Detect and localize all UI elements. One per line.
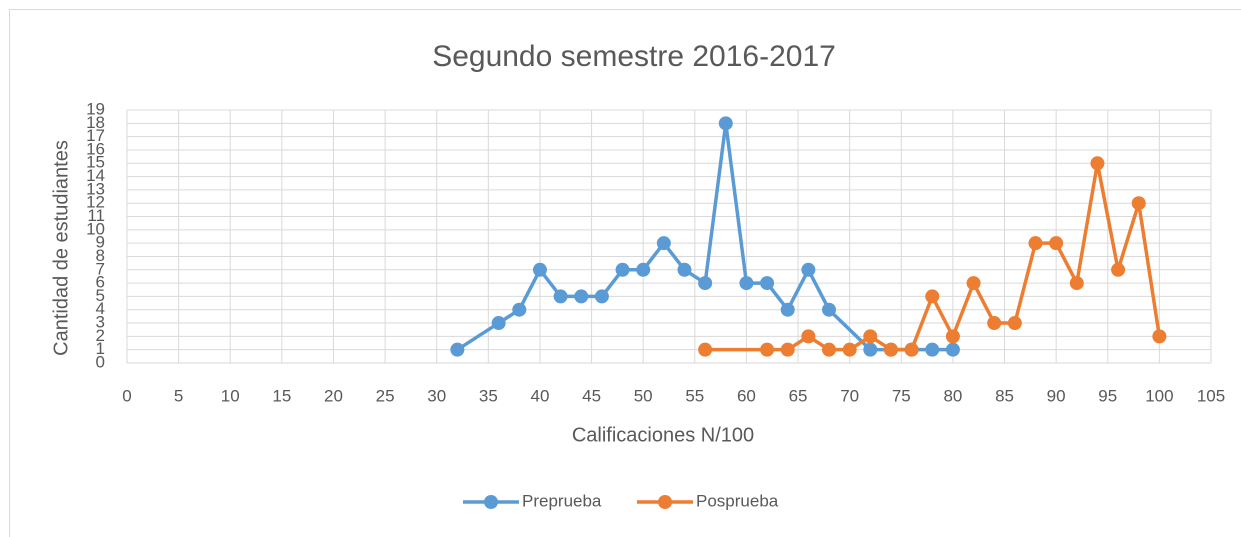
y-tick-label: 19	[86, 99, 105, 118]
marker	[780, 342, 795, 357]
y-tick-label: 12	[86, 193, 105, 212]
marker	[1111, 262, 1126, 277]
x-tick-label: 70	[840, 386, 859, 405]
x-tick-label: 50	[634, 386, 653, 405]
legend-marker	[484, 495, 498, 509]
x-tick-label: 30	[427, 386, 446, 405]
x-tick-label: 20	[324, 386, 343, 405]
marker	[1049, 236, 1064, 251]
marker	[1090, 156, 1105, 171]
marker	[945, 342, 960, 357]
marker	[491, 316, 506, 331]
marker	[656, 236, 671, 251]
x-tick-label: 80	[943, 386, 962, 405]
marker	[532, 262, 547, 277]
marker	[512, 302, 527, 317]
marker	[698, 276, 713, 291]
chart-title: Segundo semestre 2016-2017	[432, 40, 836, 73]
marker	[450, 342, 465, 357]
marker	[615, 262, 630, 277]
x-axis-label: Calificaciones N/100	[572, 424, 754, 446]
marker	[780, 302, 795, 317]
legend-label: Posprueba	[696, 491, 779, 510]
marker	[863, 342, 878, 357]
x-tick-label: 45	[582, 386, 601, 405]
marker	[574, 289, 589, 304]
marker	[863, 329, 878, 344]
marker	[1152, 329, 1167, 344]
marker	[925, 289, 940, 304]
y-tick-label: 15	[86, 153, 105, 172]
x-tick-label: 60	[737, 386, 756, 405]
y-axis-label: Cantidad de estudiantes	[50, 140, 72, 356]
y-tick-label: 3	[96, 313, 105, 332]
x-tick-label: 55	[685, 386, 704, 405]
marker	[760, 276, 775, 291]
x-tick-label: 85	[995, 386, 1014, 405]
x-tick-label: 25	[376, 386, 395, 405]
marker	[945, 329, 960, 344]
marker	[925, 342, 940, 357]
x-tick-label: 105	[1197, 386, 1225, 405]
y-tick-label: 5	[96, 286, 105, 305]
x-tick-label: 100	[1145, 386, 1173, 405]
marker	[883, 342, 898, 357]
y-tick-label: 10	[86, 219, 105, 238]
y-tick-label: 18	[86, 113, 105, 132]
marker	[842, 342, 857, 357]
y-tick-label: 6	[96, 273, 105, 292]
y-tick-label: 11	[87, 206, 105, 225]
x-tick-label: 90	[1047, 386, 1066, 405]
marker	[1131, 196, 1146, 211]
y-tick-label: 13	[86, 179, 105, 198]
marker	[698, 342, 713, 357]
y-tick-label: 8	[96, 246, 105, 265]
y-tick-label: 4	[96, 299, 105, 318]
x-tick-label: 10	[221, 386, 240, 405]
x-tick-label: 35	[479, 386, 498, 405]
x-tick-label: 95	[1098, 386, 1117, 405]
marker	[636, 262, 651, 277]
marker	[822, 342, 837, 357]
x-tick-label: 5	[174, 386, 183, 405]
marker	[1028, 236, 1043, 251]
y-tick-label: 0	[96, 352, 105, 371]
x-tick-label: 15	[272, 386, 291, 405]
marker	[739, 276, 754, 291]
marker	[801, 262, 816, 277]
y-tick-label: 16	[86, 139, 105, 158]
marker	[718, 116, 733, 131]
y-tick-label: 2	[96, 326, 105, 345]
marker	[677, 262, 692, 277]
y-tick-label: 7	[96, 259, 105, 278]
x-tick-label: 40	[530, 386, 549, 405]
x-tick-label: 65	[789, 386, 808, 405]
legend-marker	[658, 495, 672, 509]
y-tick-label: 14	[86, 166, 105, 185]
marker	[760, 342, 775, 357]
y-tick-label: 17	[86, 126, 105, 145]
marker	[1007, 316, 1022, 331]
x-tick-label: 0	[122, 386, 131, 405]
marker	[1069, 276, 1084, 291]
marker	[904, 342, 919, 357]
y-tick-label: 1	[96, 339, 105, 358]
y-tick-label: 9	[96, 233, 105, 252]
marker	[987, 316, 1002, 331]
marker	[553, 289, 568, 304]
legend-label: Preprueba	[522, 491, 602, 510]
marker	[594, 289, 609, 304]
marker	[801, 329, 816, 344]
marker	[822, 302, 837, 317]
marker	[966, 276, 981, 291]
x-tick-label: 75	[892, 386, 911, 405]
